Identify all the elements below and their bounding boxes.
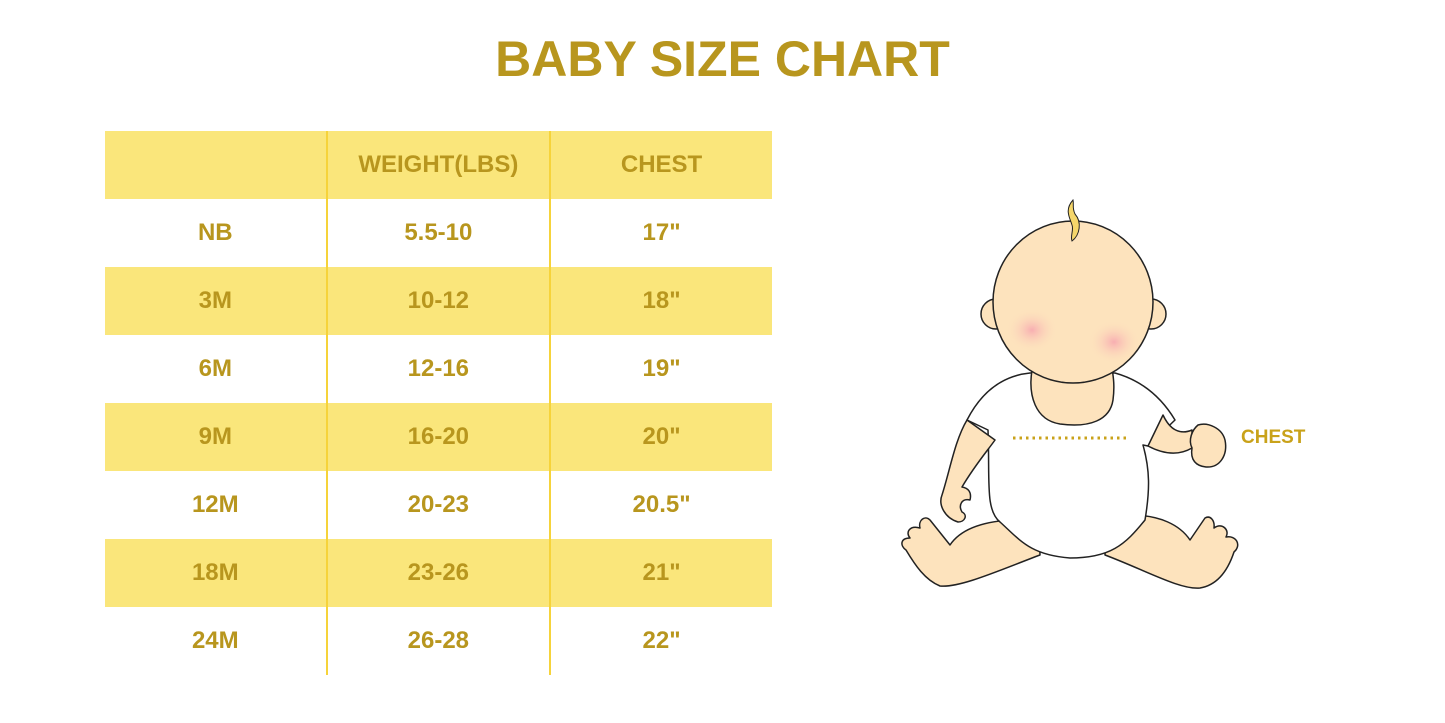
cell-size: 24M	[191, 627, 239, 654]
cell-size: NB	[197, 219, 233, 246]
right-leg	[1104, 514, 1239, 589]
cell-weight: 20-23	[325, 471, 551, 539]
cell-chest: 20.5"	[549, 471, 772, 539]
cell-size: 3M	[105, 267, 327, 335]
left-leg	[901, 517, 1041, 587]
cell-weight: 5.5-10	[325, 199, 551, 267]
table-header-row: WEIGHT(LBS) CHEST	[105, 131, 772, 199]
cell-chest: 17"	[549, 199, 772, 267]
page-title: BABY SIZE CHART	[495, 31, 950, 87]
cell-weight: 23-26	[325, 539, 551, 607]
left-arm	[940, 419, 996, 523]
cell-weight: 10-12	[325, 267, 551, 335]
table-row: 9M 16-20 20"	[105, 403, 772, 471]
cell-weight: 26-28	[325, 607, 551, 675]
table-row: NB 5.5-10 17"	[105, 199, 772, 267]
cell-size: 18M	[105, 539, 327, 607]
cell-size: 12M	[191, 491, 239, 518]
fist	[1189, 423, 1227, 468]
table-row: 12M 20-23 20.5"	[105, 471, 772, 539]
right-arm	[1147, 414, 1193, 454]
header-chest: CHEST	[549, 131, 772, 199]
cell-chest: 20"	[549, 403, 772, 471]
hair-tuft	[1067, 198, 1080, 242]
cell-weight: 12-16	[325, 335, 551, 403]
cell-chest: 21"	[549, 539, 772, 607]
table-row: 3M 10-12 18"	[105, 267, 772, 335]
cell-size: 9M	[105, 403, 327, 471]
cell-size: 6M	[198, 355, 232, 382]
header-size	[105, 131, 327, 199]
cell-weight: 16-20	[325, 403, 551, 471]
chest-label: CHEST	[1241, 427, 1306, 448]
cell-chest: 18"	[549, 267, 772, 335]
cell-chest: 22"	[549, 607, 772, 675]
table-row: 6M 12-16 19"	[105, 335, 772, 403]
right-cheek	[1088, 320, 1140, 364]
left-cheek	[1006, 308, 1058, 352]
header-weight: WEIGHT(LBS)	[325, 131, 551, 199]
table-row: 24M 26-28 22"	[105, 607, 772, 675]
cell-chest: 19"	[549, 335, 772, 403]
table-row: 18M 23-26 21"	[105, 539, 772, 607]
size-table: WEIGHT(LBS) CHEST NB 5.5-10 17" 3M 10-12…	[105, 131, 772, 675]
neck	[1030, 367, 1115, 426]
